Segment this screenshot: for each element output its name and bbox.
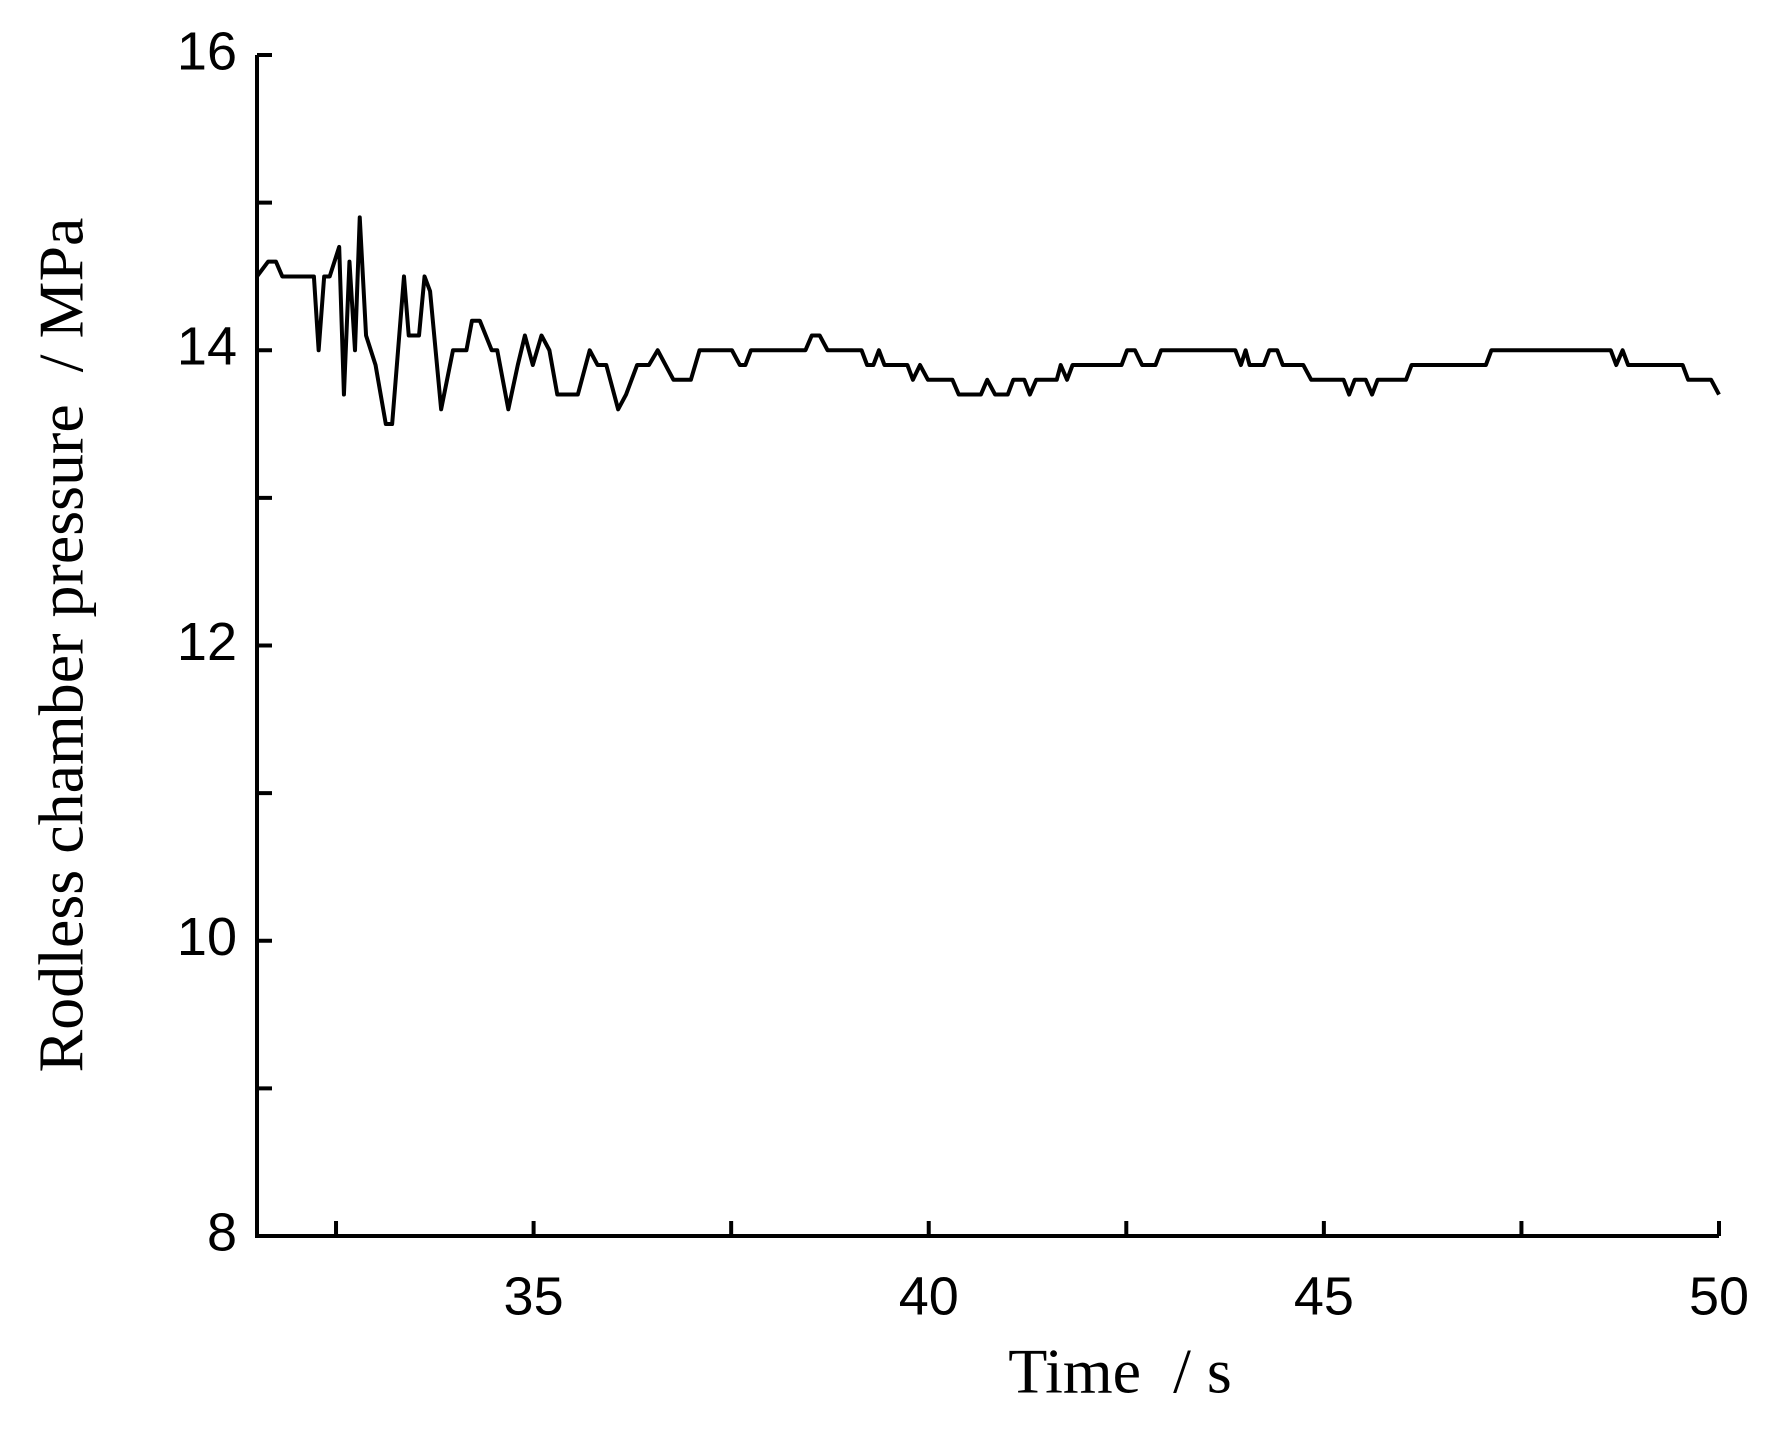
- x-tick-label: 50: [1689, 1266, 1749, 1326]
- x-tick-label: 40: [899, 1266, 959, 1326]
- y-tick-label: 16: [177, 21, 237, 81]
- data-line: [255, 215, 1721, 427]
- y-tick-label: 10: [177, 907, 237, 967]
- y-tick-label: 12: [177, 612, 237, 672]
- x-axis-title: Time / s: [1008, 1336, 1232, 1407]
- y-axis-title: Rodless chamber pressure / MPa: [26, 218, 97, 1073]
- y-tick-label: 14: [177, 317, 237, 377]
- x-tick-label: 35: [504, 1266, 564, 1326]
- x-tick-label: 45: [1294, 1266, 1354, 1326]
- y-tick-label: 8: [207, 1202, 237, 1262]
